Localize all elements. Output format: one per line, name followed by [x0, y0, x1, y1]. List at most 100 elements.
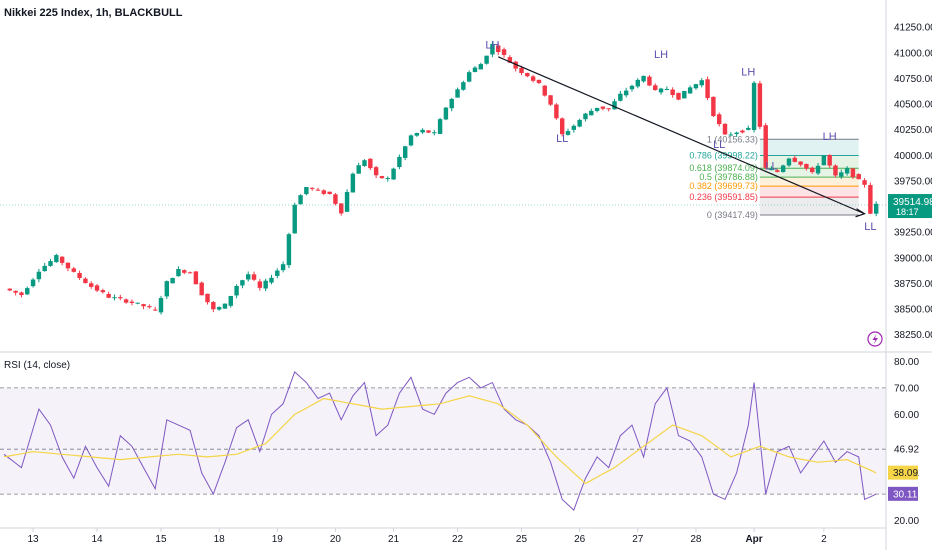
- candle: [449, 97, 454, 112]
- rsi-value-badge: 30.11: [888, 486, 918, 501]
- candle: [873, 201, 879, 217]
- candle: [65, 262, 71, 272]
- candle: [350, 172, 356, 193]
- candle: [129, 299, 135, 306]
- swing-label: LL: [556, 133, 568, 145]
- candle: [821, 155, 827, 166]
- candle: [397, 154, 402, 170]
- candle: [693, 83, 699, 90]
- candles: [7, 40, 879, 315]
- fib-level-label: 0.236 (39591.85): [689, 192, 758, 202]
- candle: [170, 277, 175, 284]
- candle: [379, 175, 385, 179]
- candle: [152, 306, 158, 311]
- candle: [36, 268, 42, 283]
- swing-label: LL: [864, 221, 876, 233]
- lightning-icon[interactable]: [867, 331, 883, 347]
- candle: [339, 203, 344, 216]
- candle: [757, 80, 763, 130]
- candle: [786, 157, 792, 167]
- candle: [530, 74, 536, 83]
- candle: [414, 132, 420, 137]
- rsi-tick-label: 20.00: [894, 516, 919, 527]
- price-tick-label: 40000.00: [894, 151, 932, 162]
- candle: [187, 271, 193, 274]
- rsi-ma-line: [3, 395, 877, 485]
- candle: [461, 80, 466, 91]
- candle: [309, 187, 315, 191]
- rsi-tick-label: 60.00: [894, 410, 919, 421]
- candle: [839, 169, 844, 179]
- candle: [251, 271, 257, 282]
- time-tick-label: 28: [690, 534, 702, 545]
- candle: [59, 256, 65, 266]
- candle: [792, 155, 797, 163]
- candle: [106, 291, 111, 299]
- swing-label: LL: [765, 161, 777, 173]
- candle: [373, 165, 379, 179]
- candle: [623, 87, 629, 98]
- time-tick-label: Apr: [745, 534, 762, 545]
- candle: [100, 288, 106, 294]
- candle: [740, 129, 745, 134]
- time-tick-label: 20: [330, 534, 342, 545]
- candle: [356, 162, 361, 174]
- candle: [211, 301, 216, 313]
- rsi-background: [0, 387, 886, 495]
- candle: [780, 164, 786, 173]
- candle: [298, 194, 303, 205]
- trendline: [498, 56, 866, 218]
- candle: [402, 145, 408, 161]
- candle: [513, 60, 518, 72]
- time-axis: 13 14 15 18 19 20 21 22 25 26 27 28 Apr 2: [28, 528, 827, 545]
- candle: [699, 78, 704, 88]
- candle: [810, 166, 815, 174]
- candle: [862, 178, 867, 188]
- fib-zone: [759, 139, 859, 156]
- fib-level-label: 0 (39417.49): [707, 210, 758, 220]
- swing-label: LL: [713, 139, 725, 151]
- candle: [815, 163, 821, 176]
- candle: [147, 304, 152, 309]
- candle: [676, 92, 681, 101]
- swing-label: LH: [823, 131, 837, 143]
- time-tick-label: 25: [516, 534, 528, 545]
- candle: [571, 124, 577, 133]
- candle: [775, 169, 780, 173]
- candle: [222, 303, 228, 309]
- candle: [804, 163, 809, 171]
- candle: [275, 268, 280, 279]
- candle: [716, 112, 722, 127]
- candle: [385, 176, 390, 182]
- candle: [25, 286, 30, 296]
- trendline-segment[interactable]: [498, 56, 865, 215]
- candle: [362, 159, 367, 167]
- candle: [559, 117, 565, 137]
- candle: [711, 96, 716, 118]
- candle: [216, 306, 222, 311]
- candle: [280, 261, 286, 273]
- candle: [618, 90, 623, 102]
- candle: [612, 98, 617, 110]
- time-tick-label: 2: [821, 534, 827, 545]
- candle: [769, 166, 774, 171]
- swing-label: LH: [485, 40, 499, 52]
- candle: [304, 186, 309, 196]
- candle: [600, 106, 606, 111]
- candle: [501, 47, 507, 58]
- chart-title: Nikkei 225 Index, 1h, BLACKBULL: [4, 7, 183, 19]
- candle: [670, 87, 675, 98]
- price-tick-label: 41250.00: [894, 23, 932, 34]
- last-price-value: 39514.98: [893, 197, 932, 208]
- time-tick-label: 27: [632, 534, 644, 545]
- time-tick-label: 19: [272, 534, 284, 545]
- candle: [525, 72, 530, 78]
- candle: [850, 168, 856, 180]
- candle: [246, 271, 251, 282]
- candle: [682, 90, 687, 99]
- candle: [798, 161, 803, 167]
- candle: [734, 131, 739, 137]
- candle: [658, 87, 664, 95]
